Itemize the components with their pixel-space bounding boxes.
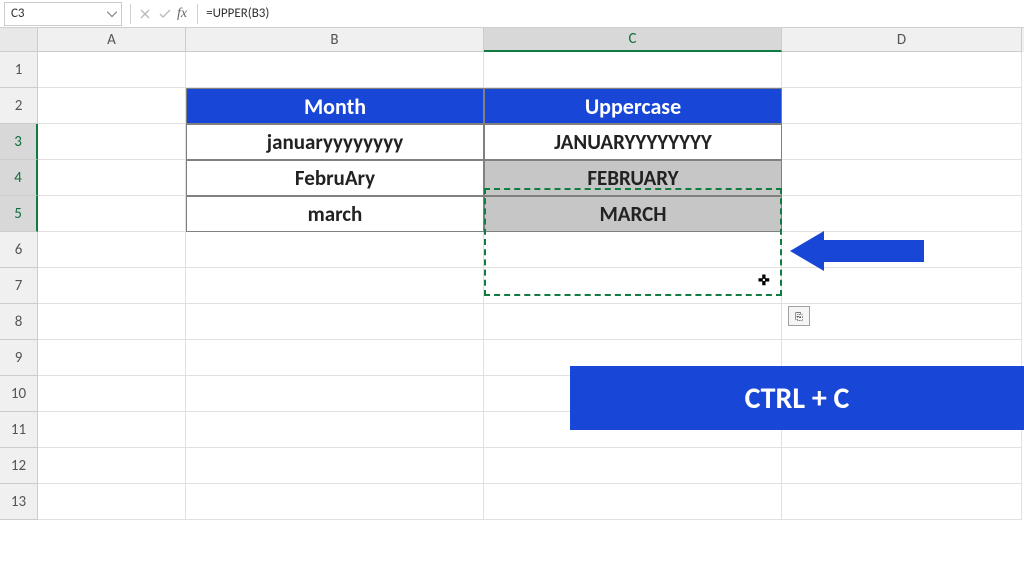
cell-a9[interactable] — [38, 340, 186, 376]
cell-b12[interactable] — [186, 448, 484, 484]
cell-c4[interactable]: FEBRUARY — [484, 160, 782, 196]
row-8: 8 — [0, 304, 1024, 340]
select-all-corner[interactable] — [0, 28, 38, 52]
divider — [130, 4, 131, 24]
cell-a3[interactable] — [38, 124, 186, 160]
arrow-head-icon — [790, 231, 824, 271]
cell-a7[interactable] — [38, 268, 186, 304]
cell-a4[interactable] — [38, 160, 186, 196]
callout-arrow — [790, 231, 924, 271]
cancel-icon — [135, 4, 155, 24]
cell-c1[interactable] — [484, 52, 782, 88]
cell-c6[interactable] — [484, 232, 782, 268]
row-header-1[interactable]: 1 — [0, 52, 38, 88]
arrow-body — [824, 240, 924, 262]
enter-icon — [155, 4, 175, 24]
row-3: 3 januaryyyyyyyy JANUARYYYYYYYY — [0, 124, 1024, 160]
col-header-d[interactable]: D — [782, 28, 1022, 52]
col-header-c[interactable]: C — [484, 28, 782, 52]
cell-a2[interactable] — [38, 88, 186, 124]
name-box[interactable]: C3 — [4, 2, 122, 26]
row-4: 4 FebruAry FEBRUARY — [0, 160, 1024, 196]
cell-a8[interactable] — [38, 304, 186, 340]
cell-d1[interactable] — [782, 52, 1022, 88]
row-header-2[interactable]: 2 — [0, 88, 38, 124]
cell-b6[interactable] — [186, 232, 484, 268]
row-13: 13 — [0, 484, 1024, 520]
cell-b5[interactable]: march — [186, 196, 484, 232]
row-header-7[interactable]: 7 — [0, 268, 38, 304]
cell-b1[interactable] — [186, 52, 484, 88]
formula-bar: C3 fx — [0, 0, 1024, 28]
cell-a5[interactable] — [38, 196, 186, 232]
row-header-11[interactable]: 11 — [0, 412, 38, 448]
column-headers: A B C D — [0, 28, 1024, 52]
col-header-a[interactable]: A — [38, 28, 186, 52]
cell-a11[interactable] — [38, 412, 186, 448]
row-header-5[interactable]: 5 — [0, 196, 38, 232]
col-header-b[interactable]: B — [186, 28, 484, 52]
cell-c3[interactable]: JANUARYYYYYYYY — [484, 124, 782, 160]
cell-b9[interactable] — [186, 340, 484, 376]
row-header-13[interactable]: 13 — [0, 484, 38, 520]
row-header-10[interactable]: 10 — [0, 376, 38, 412]
autofill-options-button[interactable]: ⎘ — [788, 306, 810, 326]
shortcut-text: CTRL + C — [745, 380, 850, 417]
cell-b8[interactable] — [186, 304, 484, 340]
row-header-9[interactable]: 9 — [0, 340, 38, 376]
row-5: 5 march MARCH — [0, 196, 1024, 232]
row-header-4[interactable]: 4 — [0, 160, 38, 196]
cell-a12[interactable] — [38, 448, 186, 484]
cell-a6[interactable] — [38, 232, 186, 268]
cell-d4[interactable] — [782, 160, 1022, 196]
cell-reference: C3 — [11, 6, 25, 21]
row-header-8[interactable]: 8 — [0, 304, 38, 340]
fx-icon[interactable]: fx — [175, 6, 193, 22]
cell-b7[interactable] — [186, 268, 484, 304]
cell-b2[interactable]: Month — [186, 88, 484, 124]
cell-d2[interactable] — [782, 88, 1022, 124]
cell-d3[interactable] — [782, 124, 1022, 160]
cell-a10[interactable] — [38, 376, 186, 412]
cell-d7[interactable] — [782, 268, 1022, 304]
cell-b10[interactable] — [186, 376, 484, 412]
row-header-12[interactable]: 12 — [0, 448, 38, 484]
formula-input[interactable] — [202, 2, 1024, 26]
cell-c7[interactable] — [484, 268, 782, 304]
cell-c5[interactable]: MARCH — [484, 196, 782, 232]
row-1: 1 — [0, 52, 1024, 88]
cell-d13[interactable] — [782, 484, 1022, 520]
row-2: 2 Month Uppercase — [0, 88, 1024, 124]
divider — [197, 4, 198, 24]
spreadsheet-grid: A B C D 1 2 Month Uppercase 3 januaryyyy… — [0, 28, 1024, 520]
row-header-6[interactable]: 6 — [0, 232, 38, 268]
cell-a1[interactable] — [38, 52, 186, 88]
cell-b3[interactable]: januaryyyyyyyy — [186, 124, 484, 160]
row-12: 12 — [0, 448, 1024, 484]
autofill-icon: ⎘ — [795, 310, 803, 323]
cell-d12[interactable] — [782, 448, 1022, 484]
cell-d5[interactable] — [782, 196, 1022, 232]
cell-b4[interactable]: FebruAry — [186, 160, 484, 196]
rows: 1 2 Month Uppercase 3 januaryyyyyyyy JAN… — [0, 52, 1024, 520]
row-header-3[interactable]: 3 — [0, 124, 38, 160]
shortcut-banner: CTRL + C — [570, 366, 1024, 430]
cell-c8[interactable] — [484, 304, 782, 340]
cell-c13[interactable] — [484, 484, 782, 520]
cell-a13[interactable] — [38, 484, 186, 520]
cell-d8[interactable] — [782, 304, 1022, 340]
row-7: 7 — [0, 268, 1024, 304]
cell-c2[interactable]: Uppercase — [484, 88, 782, 124]
cell-b11[interactable] — [186, 412, 484, 448]
cell-c12[interactable] — [484, 448, 782, 484]
chevron-down-icon[interactable] — [107, 6, 117, 21]
fill-handle-cursor-icon: ✜ — [758, 272, 770, 289]
cell-b13[interactable] — [186, 484, 484, 520]
